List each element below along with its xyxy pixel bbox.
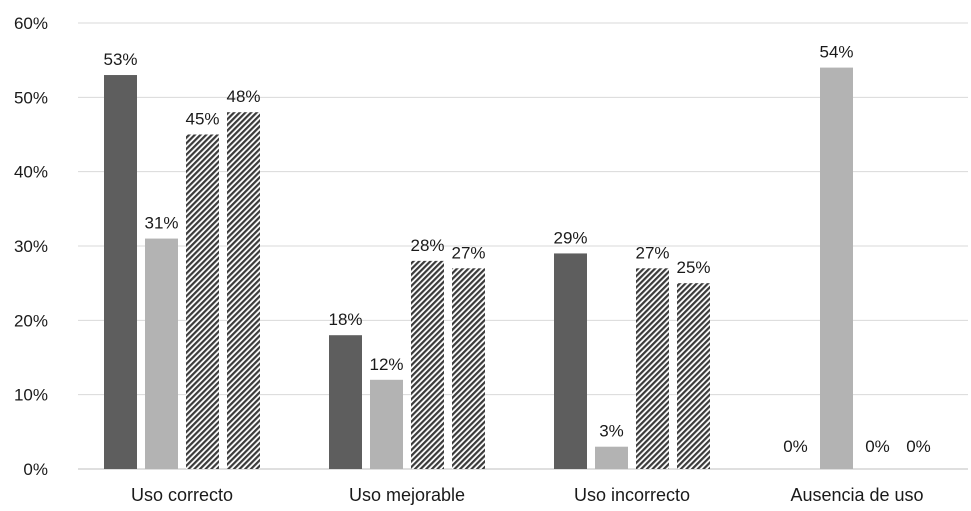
data-label: 0%: [906, 437, 931, 456]
x-category-label: Uso mejorable: [349, 485, 465, 505]
bar: [370, 379, 403, 469]
x-category-label: Ausencia de uso: [790, 485, 923, 505]
y-tick-label: 50%: [14, 88, 48, 107]
y-tick-label: 30%: [14, 237, 48, 256]
data-label: 28%: [410, 236, 444, 255]
x-category-label: Uso incorrecto: [574, 485, 690, 505]
data-label: 31%: [144, 214, 178, 233]
x-axis: Uso correcto Uso mejorable Uso incorrecto A…: [131, 485, 924, 505]
data-label: 27%: [635, 243, 669, 262]
bar: [677, 283, 710, 469]
bar: [104, 75, 137, 470]
bar: [227, 112, 260, 469]
data-label: 29%: [553, 228, 587, 247]
bars: [104, 67, 853, 470]
data-label: 53%: [103, 50, 137, 69]
bar: [329, 335, 362, 469]
data-label: 27%: [451, 243, 485, 262]
data-label: 25%: [676, 258, 710, 277]
data-label: 0%: [783, 437, 808, 456]
data-label: 0%: [865, 437, 890, 456]
data-label: 54%: [819, 43, 853, 62]
data-label: 3%: [599, 422, 624, 441]
bar: [145, 238, 178, 469]
bar: [820, 67, 853, 469]
y-tick-label: 10%: [14, 386, 48, 405]
data-label: 45%: [185, 110, 219, 129]
y-tick-label: 60%: [14, 14, 48, 33]
y-tick-label: 20%: [14, 311, 48, 330]
bar: [411, 260, 444, 469]
data-label: 12%: [369, 355, 403, 374]
bar: [595, 446, 628, 469]
data-labels: 53% 18% 29% 0% 31% 12% 3% 54% 45% 28% 27% 0% 48% 27% 2…: [103, 43, 930, 456]
bar: [452, 268, 485, 469]
gridlines: [78, 22, 968, 470]
y-tick-label: 40%: [14, 163, 48, 182]
x-category-label: Uso correcto: [131, 485, 233, 505]
y-tick-label: 0%: [23, 460, 48, 479]
bar: [186, 134, 219, 469]
bar: [636, 268, 669, 469]
data-label: 18%: [328, 310, 362, 329]
data-label: 48%: [226, 87, 260, 106]
y-axis: 0% 10% 20% 30% 40% 50% 60%: [14, 14, 48, 479]
bar: [554, 253, 587, 469]
